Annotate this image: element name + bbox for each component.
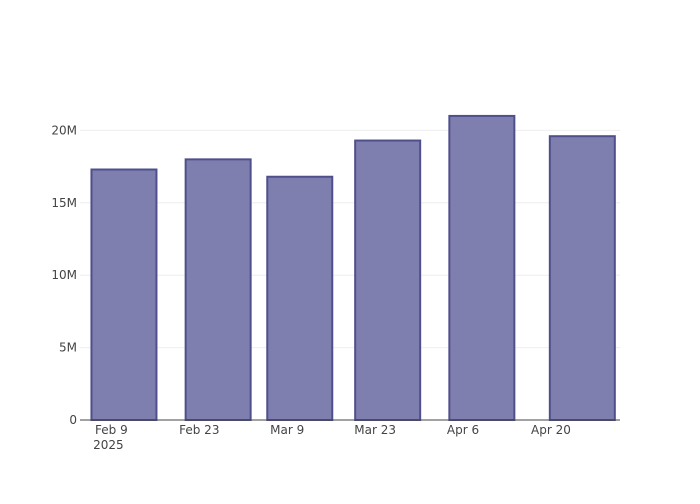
x-tick-label: Mar 23 <box>354 423 396 437</box>
y-tick-label: 10M <box>51 268 77 282</box>
x-tick-label-line: Feb 23 <box>179 423 219 437</box>
x-tick-label-line: 2025 <box>93 438 124 452</box>
x-tick-label-line: Apr 6 <box>447 423 479 437</box>
bar <box>184 158 252 421</box>
y-tick-label: 5M <box>59 341 77 355</box>
x-tick-label: Apr 6 <box>447 423 479 437</box>
bar <box>548 135 616 421</box>
bar <box>90 168 158 421</box>
y-tick-label: 0 <box>69 413 77 427</box>
grid <box>80 129 620 349</box>
bar <box>354 139 422 421</box>
x-tick-label: Mar 9 <box>270 423 304 437</box>
y-tick-label: 20M <box>51 123 77 137</box>
x-tick-label-line: Mar 23 <box>354 423 396 437</box>
x-tick-label-line: Apr 20 <box>531 423 571 437</box>
x-tick-label: Apr 20 <box>531 423 571 437</box>
x-tick-label-line: Feb 9 <box>95 423 128 437</box>
x-tick-label-line: Mar 9 <box>270 423 304 437</box>
x-tick-label: Feb 9 2025 <box>93 423 128 452</box>
x-tick-label: Feb 23 <box>179 423 219 437</box>
y-tick-label: 15M <box>51 196 77 210</box>
bar <box>266 175 334 421</box>
bar <box>448 114 516 421</box>
